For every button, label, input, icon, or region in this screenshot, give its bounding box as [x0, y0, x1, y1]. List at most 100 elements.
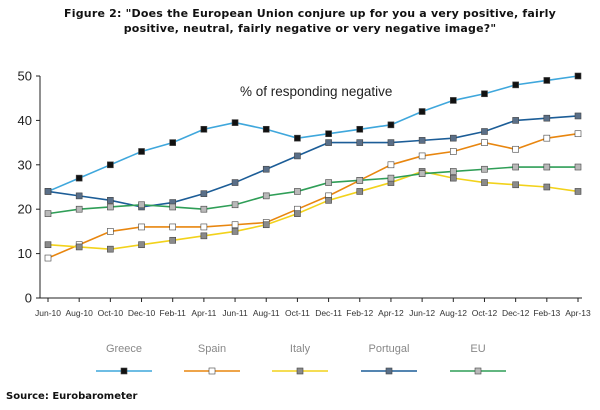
legend-marker-portugal [385, 367, 393, 375]
data-point-portugal [512, 117, 519, 124]
data-point-portugal [449, 134, 457, 142]
data-point-eu [75, 205, 83, 213]
legend-marker-spain [208, 367, 216, 375]
x-tick-label: Aug-11 [253, 308, 280, 318]
data-point-eu [356, 177, 364, 184]
data-point-eu [169, 203, 177, 211]
chart-annotation: % of responding negative [240, 84, 392, 99]
data-point-spain [231, 221, 239, 229]
data-point-greece [512, 81, 519, 89]
data-point-portugal [481, 128, 488, 135]
x-tick-label: Aug-10 [65, 308, 93, 318]
data-point-portugal [325, 139, 332, 146]
data-point-greece [231, 119, 239, 126]
data-point-portugal [387, 139, 395, 146]
series-spain [44, 130, 582, 262]
x-tick-label: Jun-10 [35, 308, 61, 318]
series-line-italy [47, 170, 579, 250]
data-point-spain [543, 134, 551, 142]
data-point-eu [294, 188, 301, 195]
data-point-portugal [356, 139, 364, 146]
data-point-portugal [107, 197, 114, 204]
data-point-eu [449, 168, 457, 175]
data-point-italy [574, 188, 582, 195]
figure-title: Figure 2: "Does the European Union conju… [64, 7, 556, 35]
series-line-portugal [47, 115, 579, 208]
data-point-greece [169, 139, 177, 146]
data-point-eu [543, 163, 551, 171]
data-point-greece [262, 125, 270, 133]
data-point-italy [356, 188, 364, 195]
x-tick-label: Oct-11 [285, 308, 310, 318]
series-eu [44, 163, 582, 217]
x-tick-label: Aug-12 [440, 308, 468, 318]
data-point-italy [325, 197, 332, 204]
data-point-italy [75, 243, 83, 251]
data-point-eu [418, 170, 426, 177]
x-tick-label: Apr-11 [191, 308, 216, 318]
x-tick-label: Feb-13 [533, 308, 560, 318]
data-point-spain [387, 161, 395, 169]
x-tick-label: Dec-12 [502, 308, 530, 318]
data-point-eu [44, 210, 52, 217]
data-point-italy [231, 228, 239, 235]
data-point-italy [138, 241, 145, 249]
data-point-greece [356, 125, 364, 133]
data-point-greece [75, 174, 83, 182]
data-point-greece [200, 125, 208, 133]
data-point-greece [574, 72, 582, 80]
data-point-italy [543, 183, 551, 191]
data-point-italy [512, 181, 519, 189]
legend-label-eu: EU [470, 343, 485, 355]
data-point-portugal [75, 192, 83, 200]
x-tick-label: Feb-11 [160, 308, 187, 318]
x-tick-label: Dec-10 [128, 308, 156, 318]
data-point-portugal [418, 137, 426, 144]
data-point-spain [574, 130, 582, 138]
data-point-italy [262, 221, 270, 229]
data-point-eu [200, 205, 208, 213]
series-line-spain [47, 132, 579, 259]
legend-marker-italy [296, 367, 304, 375]
legend-item-italy: Italy [272, 343, 328, 375]
data-point-spain [481, 139, 488, 146]
y-tick-label: 20 [18, 202, 32, 217]
series-line-greece [47, 75, 579, 193]
data-point-greece [325, 130, 332, 138]
x-tick-label: Feb-12 [346, 308, 373, 318]
data-point-greece [543, 77, 551, 84]
data-point-portugal [44, 188, 52, 195]
y-tick-label: 50 [18, 69, 32, 84]
data-point-portugal [200, 190, 208, 197]
source-note: Source: Eurobarometer [6, 391, 138, 402]
y-tick-label: 0 [25, 291, 32, 306]
data-point-eu [262, 192, 270, 200]
x-tick-label: Dec-11 [315, 308, 342, 318]
data-point-italy [107, 245, 114, 253]
data-point-spain [107, 228, 114, 235]
data-point-portugal [294, 152, 301, 160]
series-portugal [44, 112, 582, 211]
legend-item-spain: Spain [184, 343, 240, 375]
data-point-eu [138, 201, 145, 209]
legend-item-portugal: Portugal [361, 343, 417, 375]
legend-item-greece: Greece [96, 343, 152, 375]
legend-label-italy: Italy [290, 343, 311, 355]
y-axis-ticks: 0 10 20 30 40 50 [18, 69, 40, 306]
x-tick-label: Apr-13 [565, 308, 591, 318]
legend-marker-greece [120, 367, 128, 375]
data-point-italy [44, 241, 52, 249]
x-tick-label: Jun-11 [222, 308, 248, 318]
data-point-portugal [262, 165, 270, 173]
legend-label-greece: Greece [106, 343, 142, 355]
data-point-greece [481, 90, 488, 98]
data-point-spain [169, 223, 177, 231]
data-point-greece [387, 121, 395, 129]
legend: Greece Spain Italy Portugal EU [96, 343, 506, 375]
data-point-eu [574, 163, 582, 171]
data-point-eu [107, 203, 114, 211]
data-point-spain [449, 148, 457, 155]
data-point-eu [512, 163, 519, 171]
series-line-eu [47, 166, 578, 215]
